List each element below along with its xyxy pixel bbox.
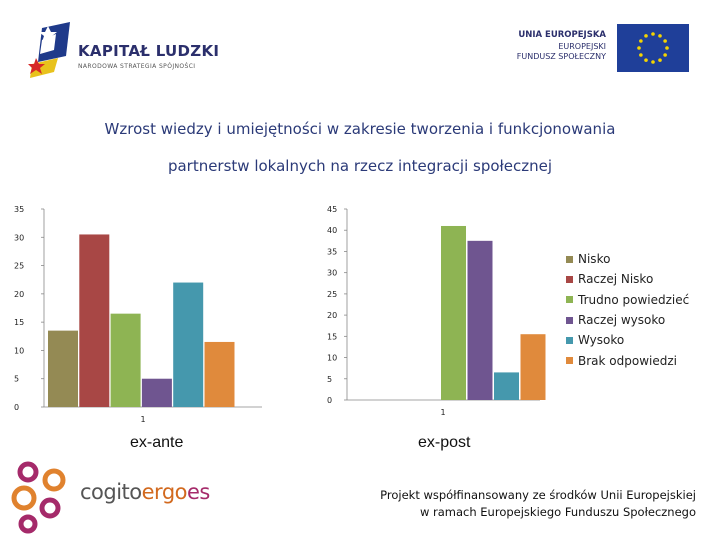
y-tick-label: 15	[327, 332, 337, 341]
bar-wysoko	[494, 372, 519, 400]
legend-label: Nisko	[578, 252, 611, 267]
legend-label: Raczej wysoko	[578, 313, 666, 328]
chart-title-line1: Wzrost wiedzy i umiejętności w zakresie …	[104, 120, 616, 138]
legend-item: Wysoko	[566, 330, 689, 350]
legend-label: Wysoko	[578, 333, 625, 348]
footer-line2: w ramach Europejskiego Funduszu Społeczn…	[419, 505, 696, 519]
category-label: 1	[440, 408, 445, 417]
cogito-word: cogito	[80, 480, 142, 504]
legend-swatch	[566, 275, 573, 283]
footer-line1: Projekt współfinansowany ze środków Unii…	[380, 488, 696, 502]
chart-ex-post: 0 5 10 15 20 25 30 35 40 45 1	[327, 205, 546, 417]
eu-label-line1: UNIA EUROPEJSKA	[518, 30, 606, 40]
kapital-ludzki-emblem	[28, 22, 70, 78]
y-tick-label: 45	[327, 205, 337, 214]
period-label-ex-post: ex-post	[418, 434, 471, 451]
cogito-ergo-es-emblem	[6, 458, 78, 536]
kapital-ludzki-logo	[28, 22, 78, 84]
legend-item: Raczej wysoko	[566, 310, 689, 330]
y-tick-label: 25	[14, 262, 24, 271]
y-tick-label: 5	[327, 375, 332, 384]
y-tick-label: 10	[14, 346, 24, 355]
y-tick-label: 10	[327, 354, 337, 363]
eu-flag-icon	[617, 24, 689, 72]
eu-star-icon	[651, 32, 655, 36]
category-label: 1	[140, 415, 145, 424]
eu-star-icon	[637, 46, 641, 50]
bar-wysoko	[173, 282, 204, 407]
bar-brak-odpowiedzi	[204, 341, 235, 407]
eu-star-icon	[644, 34, 648, 38]
bar-raczej-wysoko	[467, 240, 493, 400]
y-tick-label: 25	[327, 290, 337, 299]
legend-label: Trudno powiedzieć	[578, 292, 690, 307]
bar-raczej-wysoko	[141, 378, 172, 407]
kapital-ludzki-title: KAPITAŁ LUDZKI	[78, 42, 220, 60]
eu-star-icon	[658, 34, 662, 38]
kapital-ludzki-subtitle: NARODOWA STRATEGIA SPÓJNOŚCI	[78, 63, 196, 70]
eu-star-icon	[639, 53, 643, 57]
legend-swatch	[566, 357, 573, 365]
bar-charts: 0 5 10 15 20 25 30 35 1 0 5 10 15 20 25 30 35 40 45 1	[14, 205, 546, 424]
project-footer: Projekt współfinansowany ze środków Unii…	[336, 487, 696, 521]
chart-ex-ante: 0 5 10 15 20 25 30 35 1	[14, 205, 262, 424]
bar-trudno-powiedzieć	[441, 225, 466, 400]
eu-label-line2: EUROPEJSKI	[558, 42, 606, 51]
period-label-ex-ante: ex-ante	[130, 434, 184, 451]
legend-swatch	[566, 296, 573, 304]
legend-label: Raczej Nisko	[578, 272, 654, 287]
es-word: es	[187, 480, 210, 504]
y-tick-label: 30	[327, 269, 337, 278]
ergo-word: ergo	[141, 480, 188, 504]
eu-star-icon	[665, 46, 669, 50]
legend-item: Trudno powiedzieć	[566, 290, 689, 310]
y-tick-label: 0	[14, 403, 19, 412]
y-tick-label: 35	[327, 247, 337, 256]
chart-title-line2: partnerstw lokalnych na rzecz integracji…	[167, 157, 553, 175]
eu-star-icon	[663, 39, 667, 43]
y-tick-label: 40	[327, 226, 337, 235]
eu-star-icon	[644, 58, 648, 62]
y-tick-label: 15	[14, 318, 24, 327]
bar-brak-odpowiedzi	[520, 334, 546, 400]
legend-item: Raczej Nisko	[566, 269, 689, 289]
legend-item: Nisko	[566, 249, 689, 269]
legend-item: Brak odpowiedzi	[566, 350, 689, 370]
bar-trudno-powiedzieć	[110, 313, 141, 407]
y-tick-label: 30	[14, 233, 24, 242]
y-tick-label: 20	[327, 311, 337, 320]
y-tick-label: 35	[14, 205, 24, 214]
y-tick-label: 5	[14, 375, 19, 384]
bar-nisko	[48, 330, 78, 407]
y-tick-label: 0	[327, 396, 332, 405]
eu-label-line3: FUNDUSZ SPOŁECZNY	[516, 52, 606, 61]
eu-star-icon	[658, 58, 662, 62]
legend-label: Brak odpowiedzi	[578, 353, 677, 368]
cogito-ergo-es-wordmark: cogitoergoes	[80, 480, 210, 504]
bar-raczej-nisko	[79, 234, 110, 407]
y-tick-label: 20	[14, 290, 24, 299]
legend-swatch	[566, 316, 573, 324]
legend-swatch	[566, 336, 573, 344]
eu-star-icon	[651, 60, 655, 64]
eu-star-icon	[639, 39, 643, 43]
legend-swatch	[566, 255, 573, 263]
chart-legend: Nisko Raczej Nisko Trudno powiedzieć Raczej…	[566, 249, 689, 371]
eu-star-icon	[663, 53, 667, 57]
